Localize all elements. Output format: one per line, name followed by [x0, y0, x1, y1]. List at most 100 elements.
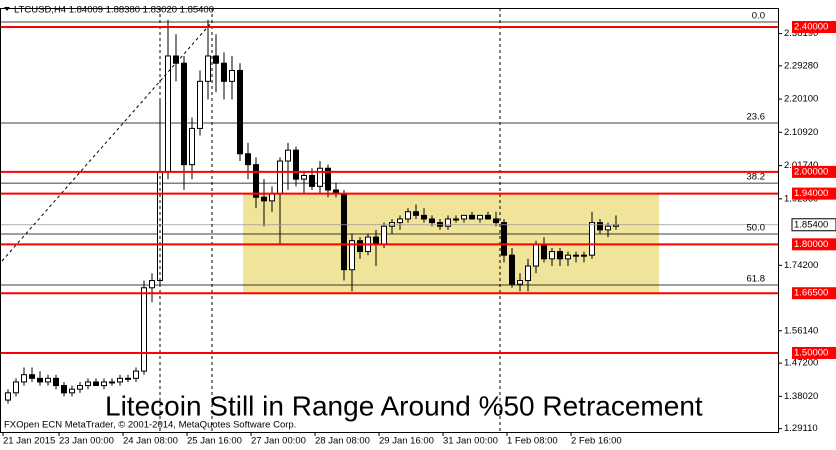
- level-label: 2.00000: [794, 166, 828, 177]
- candle-body: [509, 254, 515, 285]
- candle-body: [269, 193, 275, 202]
- y-tick-label: 2.38190: [784, 28, 818, 39]
- x-tick-label: 1 Feb 08:00: [507, 436, 558, 447]
- candle-body: [69, 388, 75, 394]
- level-label: 1.66500: [794, 288, 828, 299]
- candle-body: [381, 225, 387, 245]
- candle-body: [117, 377, 123, 383]
- fib-label: 38.2: [747, 172, 766, 183]
- candle-body: [13, 381, 19, 394]
- x-tick-label: 27 Jan 00:00: [251, 436, 306, 447]
- y-tick-label: 1.47200: [784, 358, 818, 369]
- x-tick-label: 31 Jan 00:00: [443, 436, 498, 447]
- candle-body: [205, 55, 211, 82]
- candle-body: [549, 251, 555, 260]
- candle-body: [445, 218, 451, 227]
- candle-body: [229, 69, 235, 82]
- candle-body: [173, 55, 179, 64]
- level-label-box: [792, 21, 836, 34]
- y-tick-label: 1.29110: [784, 423, 818, 434]
- candle-body: [93, 381, 99, 387]
- candle-body: [541, 243, 547, 260]
- candle-body: [53, 377, 59, 387]
- title-arrow: [4, 7, 10, 11]
- candle-body: [421, 214, 427, 220]
- candle-body: [477, 214, 483, 220]
- candle-body: [413, 211, 419, 216]
- x-tick-label: 2 Feb 16:00: [571, 436, 622, 447]
- candle-body: [109, 381, 115, 384]
- fib-label: 23.6: [747, 112, 766, 123]
- level-label: 1.94000: [794, 188, 828, 199]
- candle-body: [309, 175, 315, 187]
- candle-body: [589, 222, 595, 256]
- candle-body: [405, 211, 411, 220]
- fib-label: 0.0: [752, 11, 765, 22]
- footer: FXOpen ECN MetaTrader, © 2001-2014, Meta…: [4, 420, 296, 431]
- candle-body: [525, 265, 531, 282]
- fib-trendline: [1, 21, 213, 262]
- candle-body: [581, 254, 587, 257]
- candle-body: [197, 80, 203, 129]
- candle-body: [605, 225, 611, 231]
- candle-body: [341, 193, 347, 271]
- candle-body: [77, 385, 83, 390]
- candle-body: [181, 62, 187, 166]
- candle-body: [493, 218, 499, 224]
- candle-body: [165, 55, 171, 173]
- candle-body: [149, 280, 155, 289]
- y-tick-label: 2.10920: [784, 127, 818, 138]
- candle-body: [325, 167, 331, 191]
- candle-body: [141, 287, 147, 372]
- candle-body: [373, 236, 379, 245]
- y-tick-label: 2.29280: [784, 60, 818, 71]
- candle-body: [485, 214, 491, 220]
- y-tick-label: 1.56140: [784, 325, 818, 336]
- candle-body: [573, 254, 579, 257]
- candle-body: [213, 55, 219, 64]
- candle-body: [349, 240, 355, 271]
- chart-title: LTCUSD,H4 1.84009 1.88380 1.83020 1.8540…: [14, 5, 214, 16]
- candle-body: [125, 377, 131, 380]
- candle-body: [397, 218, 403, 224]
- candle-body: [221, 62, 227, 82]
- last-price-box: [791, 218, 836, 232]
- candle-body: [189, 127, 195, 166]
- x-tick-label: 29 Jan 16:00: [379, 436, 434, 447]
- candle-body: [237, 69, 243, 155]
- candle-body: [5, 392, 11, 401]
- fib-label: 50.0: [747, 223, 766, 234]
- candle-body: [293, 149, 299, 180]
- level-label-box: [792, 346, 836, 359]
- level-label: 1.80000: [794, 239, 828, 250]
- candle-body: [277, 160, 283, 195]
- last-price-label: 1.85400: [794, 219, 828, 230]
- candle-body: [253, 164, 259, 198]
- candle-body: [285, 149, 291, 162]
- level-label-box: [792, 287, 836, 300]
- candle-body: [85, 381, 91, 387]
- candle-body: [261, 196, 267, 202]
- candle-body: [461, 214, 467, 220]
- level-label-box: [792, 238, 836, 251]
- x-tick-label: 24 Jan 08:00: [123, 436, 178, 447]
- x-tick-label: 21 Jan 2015: [3, 436, 55, 447]
- x-tick-label: 25 Jan 16:00: [187, 436, 242, 447]
- annotation: Litecoin Still in Range Around %50 Retra…: [105, 390, 703, 421]
- y-tick-label: 1.38020: [784, 391, 818, 402]
- candle-body: [21, 374, 27, 383]
- candle-body: [501, 222, 507, 256]
- candle-body: [429, 218, 435, 224]
- candle-body: [101, 381, 107, 387]
- fib-label: 61.8: [747, 274, 766, 285]
- candle-body: [453, 218, 459, 221]
- x-tick-label: 28 Jan 08:00: [315, 436, 370, 447]
- candle-body: [317, 167, 323, 187]
- candle-body: [557, 251, 563, 260]
- candle-body: [533, 243, 539, 267]
- candle-body: [61, 385, 67, 394]
- candle-body: [469, 214, 475, 220]
- candle-body: [245, 153, 251, 166]
- candle-body: [29, 374, 35, 379]
